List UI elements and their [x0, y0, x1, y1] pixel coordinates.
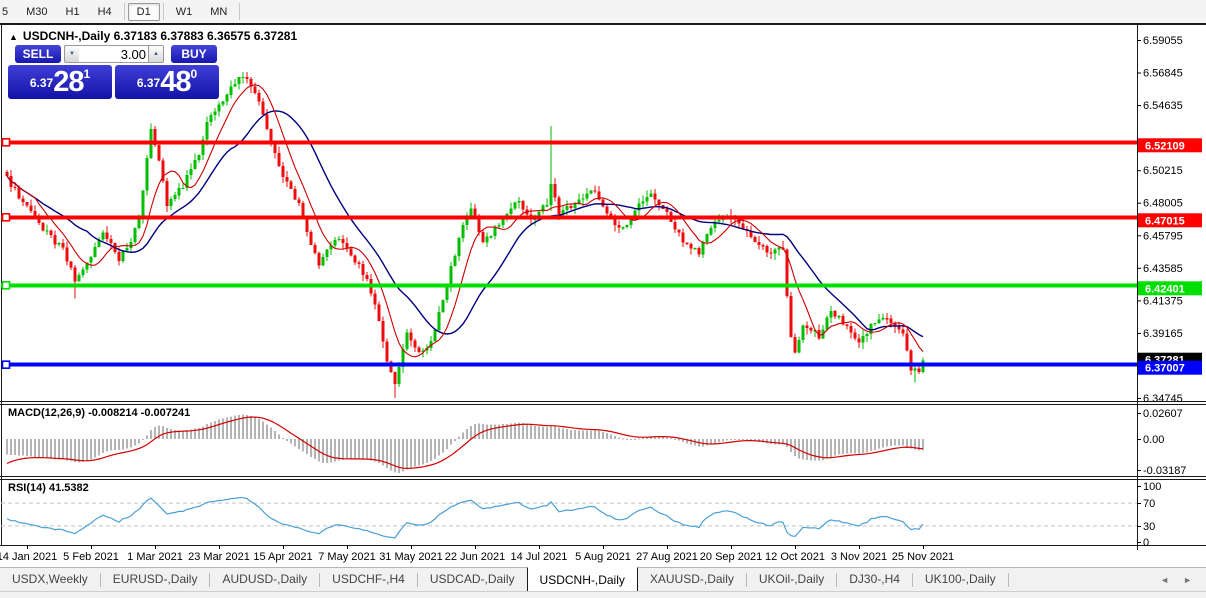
chart-tab-bar: USDX,Weekly EURUSD-,Daily AUDUSD-,Daily USD… [0, 567, 1206, 592]
volume-input[interactable] [79, 45, 151, 63]
buy-button[interactable]: BUY [171, 45, 217, 63]
bottom-strip [0, 591, 1206, 598]
volume-decrease-button[interactable]: ▼ [64, 45, 80, 63]
timeframe-button-d1[interactable]: D1 [127, 2, 160, 21]
svg-text:6.42401: 6.42401 [1145, 283, 1185, 295]
tab-usdx-weekly[interactable]: USDX,Weekly [12, 572, 88, 586]
tab-separator [319, 573, 321, 587]
timeframe-toolbar: 5 M30 H1 H4 D1 W1 MN [0, 0, 1206, 23]
date-tick-label: 14 Jan 2021 [0, 551, 57, 563]
date-tick-label: 5 Feb 2021 [63, 551, 119, 563]
tab-separator [745, 573, 747, 587]
tab-dj30-h4[interactable]: DJ30-,H4 [849, 572, 900, 586]
date-tick-label: 3 Nov 2021 [831, 551, 887, 563]
date-tick-label: 20 Sep 2021 [700, 551, 762, 563]
tab-next-icon[interactable]: ► [1183, 575, 1192, 585]
volume-increase-button[interactable]: ▲ [148, 45, 164, 63]
tab-separator [209, 573, 211, 587]
date-tick-label: 31 May 2021 [379, 551, 443, 563]
price-tick-label: 6.45795 [1143, 230, 1183, 242]
macd-tick-label: 0.00 [1143, 434, 1164, 446]
tab-xauusd-daily[interactable]: XAUUSD-,Daily [649, 572, 734, 586]
level-price-label: 6.42401 [1138, 281, 1202, 296]
price-tick-label: 6.50215 [1143, 165, 1183, 177]
rsi-tick-label: 0 [1143, 537, 1149, 549]
date-tick-label: 1 Mar 2021 [127, 551, 183, 563]
date-tick-label: 22 Jun 2021 [445, 551, 506, 563]
chart-title-text: USDCNH-,Daily 6.37183 6.37883 6.36575 6.… [22, 29, 298, 43]
price-tick-label: 6.43585 [1143, 263, 1183, 275]
price-tick-label: 6.34745 [1143, 393, 1183, 405]
tab-separator [416, 573, 418, 587]
timeframe-button-m30[interactable]: M30 [26, 5, 48, 18]
tab-nav: ◄ ► [1160, 568, 1206, 592]
timeframe-button-5[interactable]: 5 [2, 5, 9, 18]
tab-separator [99, 573, 101, 587]
collapse-icon[interactable]: ▲ [9, 32, 18, 42]
sell-price-small: 6.37 [29, 76, 54, 90]
sell-price-sup: 1 [83, 67, 91, 81]
date-tick-label: 27 Aug 2021 [636, 551, 698, 563]
buy-price-sup: 0 [190, 67, 198, 81]
price-tick-label: 6.41375 [1143, 295, 1183, 307]
rsi-tick-label: 30 [1143, 521, 1155, 533]
macd-label: MACD(12,26,9) -0.008214 -0.007241 [8, 407, 191, 419]
svg-text:6.52109: 6.52109 [1145, 140, 1185, 152]
level-price-label: 6.47015 [1138, 213, 1202, 228]
toolbar-separator [162, 3, 164, 20]
macd-tick-label: -0.03187 [1143, 465, 1186, 477]
price-tick-label: 6.39165 [1143, 328, 1183, 340]
tab-usdchf-h4[interactable]: USDCHF-,H4 [332, 572, 405, 586]
toolbar-separator [123, 3, 125, 20]
chevron-down-icon: ▼ [69, 51, 75, 57]
svg-text:6.47015: 6.47015 [1145, 215, 1185, 227]
timeframe-button-h1[interactable]: H1 [65, 5, 80, 18]
tab-prev-icon[interactable]: ◄ [1160, 575, 1170, 585]
buy-price-button[interactable]: 6.37480 [115, 65, 219, 99]
tab-eurusd-daily[interactable]: EURUSD-,Daily [112, 572, 198, 586]
chevron-up-icon: ▲ [153, 51, 159, 57]
tab-separator [1007, 573, 1009, 587]
toolbar-separator [239, 3, 241, 20]
tab-separator [836, 573, 838, 587]
tab-uk100-daily[interactable]: UK100-,Daily [924, 572, 996, 586]
date-tick-label: 5 Aug 2021 [575, 551, 631, 563]
chart-title: ▲ USDCNH-,Daily 6.37183 6.37883 6.36575 6… [9, 29, 297, 43]
sell-price-big: 28 [53, 66, 84, 98]
sell-button[interactable]: SELL [15, 45, 61, 63]
sell-price-button[interactable]: 6.37281 [8, 65, 112, 99]
level-price-label: 6.37007 [1138, 360, 1202, 375]
date-tick-label: 25 Nov 2021 [892, 551, 954, 563]
macd-tick-label: 0.02607 [1143, 408, 1183, 420]
tab-usdcad-daily[interactable]: USDCAD-,Daily [429, 572, 515, 586]
rsi-tick-label: 100 [1143, 481, 1161, 493]
tab-usdcnh-daily[interactable]: USDCNH-,Daily [526, 567, 638, 592]
timeframe-button-h4[interactable]: H4 [97, 5, 112, 18]
price-tick-label: 6.59055 [1143, 35, 1183, 47]
price-tick-label: 6.48005 [1143, 198, 1183, 210]
level-price-label: 6.52109 [1138, 138, 1202, 153]
price-tick-label: 6.56845 [1143, 68, 1183, 80]
date-tick-label: 12 Oct 2021 [765, 551, 825, 563]
buy-price-small: 6.37 [136, 76, 161, 90]
tab-separator [911, 573, 913, 587]
timeframe-button-mn[interactable]: MN [210, 5, 228, 18]
timeframe-button-w1[interactable]: W1 [175, 5, 193, 18]
tab-ukoil-daily[interactable]: UKOil-,Daily [758, 572, 825, 586]
date-tick-label: 14 Jul 2021 [511, 551, 568, 563]
tab-audusd-daily[interactable]: AUDUSD-,Daily [222, 572, 308, 586]
date-tick-label: 15 Apr 2021 [253, 551, 312, 563]
price-tick-label: 6.54635 [1143, 100, 1183, 112]
date-tick-label: 23 Mar 2021 [188, 551, 250, 563]
date-tick-label: 7 May 2021 [318, 551, 375, 563]
rsi-label: RSI(14) 41.5382 [8, 482, 89, 494]
rsi-tick-label: 70 [1143, 498, 1155, 510]
svg-text:6.37007: 6.37007 [1145, 363, 1185, 375]
buy-price-big: 48 [160, 66, 191, 98]
